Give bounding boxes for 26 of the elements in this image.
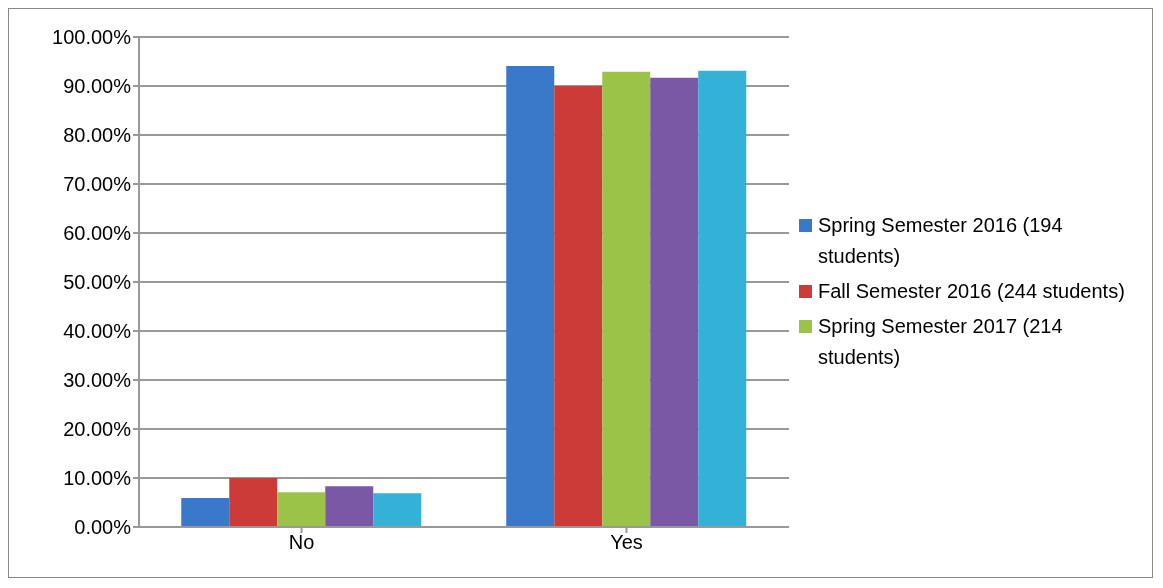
bar (229, 478, 278, 527)
y-tick-label: 100.00% (52, 26, 132, 49)
y-tick-label: 0.00% (74, 516, 132, 539)
bar (506, 65, 555, 527)
bar (698, 70, 747, 527)
bar (650, 77, 699, 527)
x-tick-label: No (288, 531, 315, 554)
y-tick-label: 40.00% (63, 320, 132, 343)
bar (325, 486, 374, 527)
y-tick-label: 80.00% (63, 124, 132, 147)
y-tick-label: 60.00% (63, 222, 132, 245)
bar (602, 71, 651, 527)
bar (373, 493, 422, 527)
y-tick-label: 30.00% (63, 369, 132, 392)
y-tick-label: 70.00% (63, 173, 132, 196)
legend-label: Fall Semester 2016 (244 students) (818, 278, 1125, 304)
y-tick-label: 50.00% (63, 271, 132, 294)
bar (554, 86, 603, 527)
bar (181, 498, 230, 527)
y-tick-label: 10.00% (63, 467, 132, 490)
legend-label: Spring Semester 2017 (214 students) (818, 313, 1064, 370)
x-tick-label: Yes (610, 531, 643, 554)
y-tick-label: 90.00% (63, 75, 132, 98)
y-tick-label: 20.00% (63, 418, 132, 441)
bar (277, 492, 326, 527)
legend-label: Spring Semester 2016 (194 students) (818, 212, 1064, 269)
